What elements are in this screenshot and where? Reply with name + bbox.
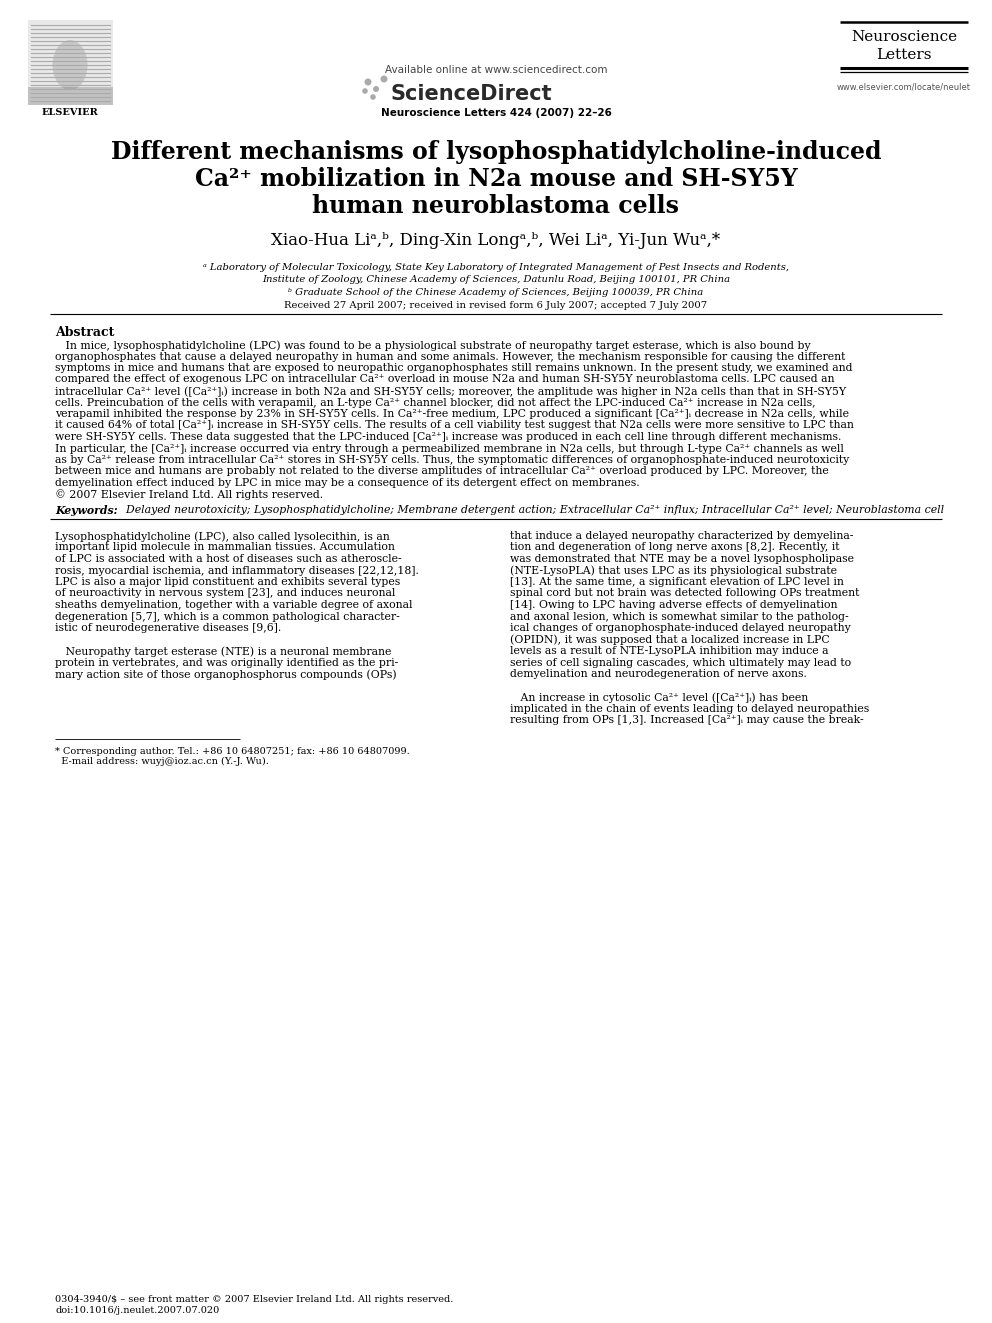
Text: ical changes of organophosphate-induced delayed neuropathy: ical changes of organophosphate-induced … [510, 623, 851, 632]
Text: Ca²⁺ mobilization in N2a mouse and SH-SY5Y: Ca²⁺ mobilization in N2a mouse and SH-SY… [194, 167, 798, 191]
Text: In mice, lysophosphatidylcholine (LPC) was found to be a physiological substrate: In mice, lysophosphatidylcholine (LPC) w… [55, 340, 810, 351]
Text: Lysophosphatidylcholine (LPC), also called lysolecithin, is an: Lysophosphatidylcholine (LPC), also call… [55, 531, 390, 541]
Text: 0304-3940/$ – see front matter © 2007 Elsevier Ireland Ltd. All rights reserved.: 0304-3940/$ – see front matter © 2007 El… [55, 1295, 453, 1304]
Text: ELSEVIER: ELSEVIER [42, 108, 98, 116]
Text: symptoms in mice and humans that are exposed to neuropathic organophosphates sti: symptoms in mice and humans that are exp… [55, 363, 852, 373]
Text: Abstract: Abstract [55, 325, 114, 339]
Circle shape [362, 89, 368, 94]
Text: [13]. At the same time, a significant elevation of LPC level in: [13]. At the same time, a significant el… [510, 577, 844, 587]
Text: and axonal lesion, which is somewhat similar to the patholog-: and axonal lesion, which is somewhat sim… [510, 611, 848, 622]
Text: (NTE-LysoPLA) that uses LPC as its physiological substrate: (NTE-LysoPLA) that uses LPC as its physi… [510, 565, 837, 576]
Text: series of cell signaling cascades, which ultimately may lead to: series of cell signaling cascades, which… [510, 658, 851, 668]
Text: In particular, the [Ca²⁺]ᵢ increase occurred via entry through a permeabilized m: In particular, the [Ca²⁺]ᵢ increase occu… [55, 443, 844, 454]
Text: important lipid molecule in mammalian tissues. Accumulation: important lipid molecule in mammalian ti… [55, 542, 395, 553]
Text: demyelination and neurodegeneration of nerve axons.: demyelination and neurodegeneration of n… [510, 669, 806, 679]
Text: Letters: Letters [876, 48, 931, 62]
Text: Available online at www.sciencedirect.com: Available online at www.sciencedirect.co… [385, 65, 607, 75]
Text: Neuroscience: Neuroscience [851, 30, 957, 44]
Text: www.elsevier.com/locate/neulet: www.elsevier.com/locate/neulet [837, 82, 971, 91]
Text: LPC is also a major lipid constituent and exhibits several types: LPC is also a major lipid constituent an… [55, 577, 400, 587]
Text: ᵃ Laboratory of Molecular Toxicology, State Key Laboratory of Integrated Managem: ᵃ Laboratory of Molecular Toxicology, St… [203, 263, 789, 273]
Text: mary action site of those organophosphorus compounds (OPs): mary action site of those organophosphor… [55, 669, 397, 680]
Text: levels as a result of NTE-LysoPLA inhibition may induce a: levels as a result of NTE-LysoPLA inhibi… [510, 646, 828, 656]
Text: istic of neurodegenerative diseases [9,6].: istic of neurodegenerative diseases [9,6… [55, 623, 282, 632]
Text: as by Ca²⁺ release from intracellular Ca²⁺ stores in SH-SY5Y cells. Thus, the sy: as by Ca²⁺ release from intracellular Ca… [55, 455, 849, 464]
Text: demyelination effect induced by LPC in mice may be a consequence of its detergen: demyelination effect induced by LPC in m… [55, 478, 640, 488]
Text: doi:10.1016/j.neulet.2007.07.020: doi:10.1016/j.neulet.2007.07.020 [55, 1306, 219, 1315]
Text: compared the effect of exogenous LPC on intracellular Ca²⁺ overload in mouse N2a: compared the effect of exogenous LPC on … [55, 374, 834, 385]
Text: ScienceDirect: ScienceDirect [390, 83, 552, 105]
Text: it caused 64% of total [Ca²⁺]ᵢ increase in SH-SY5Y cells. The results of a cell : it caused 64% of total [Ca²⁺]ᵢ increase … [55, 421, 854, 430]
Bar [28, 20, 113, 105]
Text: Xiao-Hua Liᵃ,ᵇ, Ding-Xin Longᵃ,ᵇ, Wei Liᵃ, Yi-Jun Wuᵃ,*: Xiao-Hua Liᵃ,ᵇ, Ding-Xin Longᵃ,ᵇ, Wei Li… [272, 232, 720, 249]
Text: Received 27 April 2007; received in revised form 6 July 2007; accepted 7 July 20: Received 27 April 2007; received in revi… [285, 302, 707, 310]
Text: tion and degeneration of long nerve axons [8,2]. Recently, it: tion and degeneration of long nerve axon… [510, 542, 839, 553]
Text: between mice and humans are probably not related to the diverse amplitudes of in: between mice and humans are probably not… [55, 467, 828, 476]
Text: ᵇ Graduate School of the Chinese Academy of Sciences, Beijing 100039, PR China: ᵇ Graduate School of the Chinese Academy… [289, 288, 703, 296]
Text: degeneration [5,7], which is a common pathological character-: degeneration [5,7], which is a common pa… [55, 611, 400, 622]
Ellipse shape [53, 40, 87, 90]
Text: An increase in cytosolic Ca²⁺ level ([Ca²⁺]ᵢ) has been: An increase in cytosolic Ca²⁺ level ([Ca… [510, 692, 808, 703]
Text: of LPC is associated with a host of diseases such as atheroscle-: of LPC is associated with a host of dise… [55, 554, 402, 564]
Text: human neuroblastoma cells: human neuroblastoma cells [312, 194, 680, 218]
Circle shape [370, 94, 376, 99]
Text: rosis, myocardial ischemia, and inflammatory diseases [22,12,18].: rosis, myocardial ischemia, and inflamma… [55, 565, 419, 576]
Text: was demonstrated that NTE may be a novel lysophospholipase: was demonstrated that NTE may be a novel… [510, 554, 854, 564]
Text: * Corresponding author. Tel.: +86 10 64807251; fax: +86 10 64807099.: * Corresponding author. Tel.: +86 10 648… [55, 746, 410, 755]
Circle shape [381, 75, 388, 82]
Text: Different mechanisms of lysophosphatidylcholine-induced: Different mechanisms of lysophosphatidyl… [111, 140, 881, 164]
Text: protein in vertebrates, and was originally identified as the pri-: protein in vertebrates, and was original… [55, 658, 398, 668]
Text: E-mail address: wuyj@ioz.ac.cn (Y.-J. Wu).: E-mail address: wuyj@ioz.ac.cn (Y.-J. Wu… [55, 757, 269, 766]
Text: Delayed neurotoxicity; Lysophosphatidylcholine; Membrane detergent action; Extra: Delayed neurotoxicity; Lysophosphatidylc… [119, 505, 944, 515]
Text: cells. Preincubation of the cells with verapamil, an L-type Ca²⁺ channel blocker: cells. Preincubation of the cells with v… [55, 397, 815, 407]
Text: spinal cord but not brain was detected following OPs treatment: spinal cord but not brain was detected f… [510, 589, 859, 598]
Text: implicated in the chain of events leading to delayed neuropathies: implicated in the chain of events leadin… [510, 704, 869, 713]
Text: Neuropathy target esterase (NTE) is a neuronal membrane: Neuropathy target esterase (NTE) is a ne… [55, 646, 392, 656]
Text: © 2007 Elsevier Ireland Ltd. All rights reserved.: © 2007 Elsevier Ireland Ltd. All rights … [55, 490, 323, 500]
Text: intracellular Ca²⁺ level ([Ca²⁺]ᵢ) increase in both N2a and SH-SY5Y cells; moreo: intracellular Ca²⁺ level ([Ca²⁺]ᵢ) incre… [55, 386, 846, 397]
Text: that induce a delayed neuropathy characterized by demyelina-: that induce a delayed neuropathy charact… [510, 531, 853, 541]
Text: verapamil inhibited the response by 23% in SH-SY5Y cells. In Ca²⁺-free medium, L: verapamil inhibited the response by 23% … [55, 409, 849, 419]
Text: [14]. Owing to LPC having adverse effects of demyelination: [14]. Owing to LPC having adverse effect… [510, 601, 837, 610]
Text: Neuroscience Letters 424 (2007) 22–26: Neuroscience Letters 424 (2007) 22–26 [381, 108, 611, 118]
Text: sheaths demyelination, together with a variable degree of axonal: sheaths demyelination, together with a v… [55, 601, 413, 610]
Bar [28, 87, 113, 105]
Text: were SH-SY5Y cells. These data suggested that the LPC-induced [Ca²⁺]ᵢ increase w: were SH-SY5Y cells. These data suggested… [55, 433, 841, 442]
Text: organophosphates that cause a delayed neuropathy in human and some animals. Howe: organophosphates that cause a delayed ne… [55, 352, 845, 361]
Text: Keywords:: Keywords: [55, 505, 118, 516]
Text: of neuroactivity in nervous system [23], and induces neuronal: of neuroactivity in nervous system [23],… [55, 589, 396, 598]
Text: (OPIDN), it was supposed that a localized increase in LPC: (OPIDN), it was supposed that a localize… [510, 635, 829, 646]
Text: resulting from OPs [1,3]. Increased [Ca²⁺]ᵢ may cause the break-: resulting from OPs [1,3]. Increased [Ca²… [510, 714, 864, 725]
Circle shape [364, 78, 371, 86]
Circle shape [373, 86, 379, 93]
Text: Institute of Zoology, Chinese Academy of Sciences, Datunlu Road, Beijing 100101,: Institute of Zoology, Chinese Academy of… [262, 275, 730, 284]
